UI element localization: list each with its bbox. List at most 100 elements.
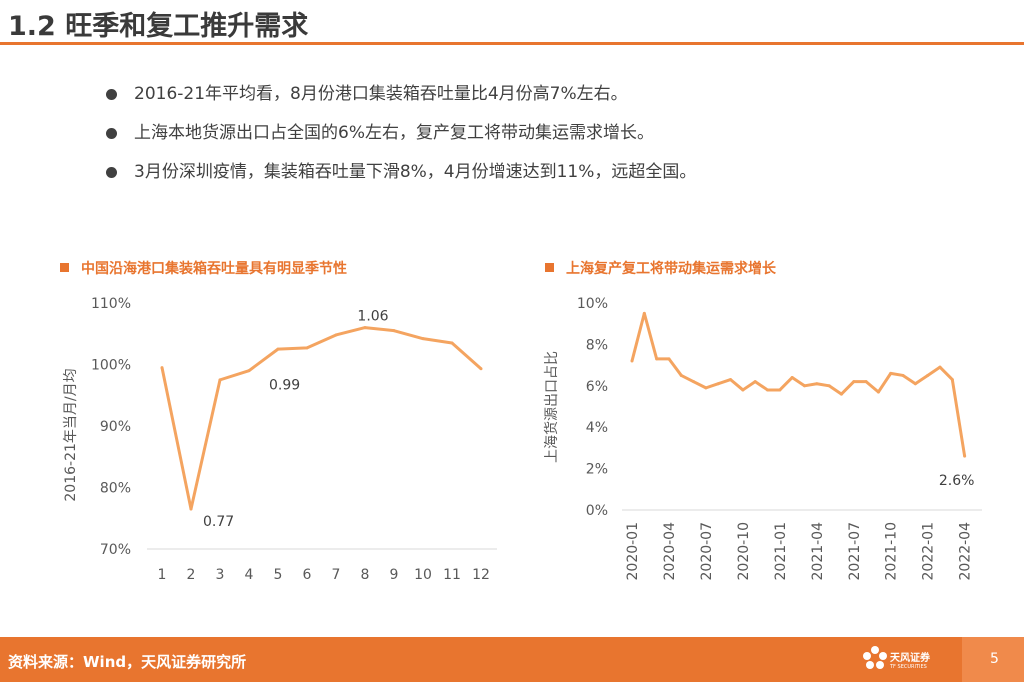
logo-subtitle: TF SECURITIES (890, 664, 927, 670)
chart2-y-tick-label: 6% (586, 379, 608, 395)
chart1-data-point (421, 337, 425, 341)
chart2-data-point (852, 380, 856, 384)
chart2-x-tick-label: 2021-01 (773, 522, 789, 581)
bullet-dot-icon (106, 128, 117, 139)
chart1-y-axis-title: 2016-21年当月/月均 (63, 368, 79, 501)
chart1-data-point (363, 326, 367, 330)
chart2-x-tick-label: 2022-01 (921, 522, 937, 581)
chart1-x-tick-label: 1 (158, 567, 167, 583)
chart2-heading: 上海复产复工将带动集运需求增长 (545, 258, 776, 278)
chart2-data-point (655, 357, 659, 361)
chart1-x-tick-label: 7 (332, 567, 341, 583)
bullet-item: 2016-21年平均看，8月份港口集装箱吞吐量比4月份高7%左右。 (106, 84, 696, 104)
chart1-x-tick-label: 5 (274, 567, 283, 583)
chart1-title: 中国沿海港口集装箱吞吐量具有明显季节性 (81, 261, 347, 277)
chart2-data-point (778, 388, 782, 392)
chart1-x-tick-label: 6 (303, 567, 312, 583)
chart2-data-point (753, 380, 757, 384)
chart1-data-point (334, 333, 338, 337)
page-number: 5 (990, 651, 999, 667)
chart2-data-point (642, 311, 646, 315)
chart1-x-tick-label: 9 (390, 567, 399, 583)
chart2-data-point (950, 378, 954, 382)
flower-logo-icon (863, 646, 887, 669)
chart2-data-point (766, 388, 770, 392)
chart1-data-label: 0.99 (269, 378, 300, 394)
chart2-y-tick-label: 2% (586, 462, 608, 478)
chart1-y-tick-label: 110% (91, 296, 131, 312)
chart1-data-point (479, 367, 483, 371)
chart2-data-label: 2.6% (939, 473, 975, 489)
bullet-list: 2016-21年平均看，8月份港口集装箱吞吐量比4月份高7%左右。 上海本地货源… (106, 84, 696, 201)
chart2-data-point (704, 386, 708, 390)
chart1-x-tick-label: 12 (472, 567, 490, 583)
bullet-dot-icon (106, 89, 117, 100)
chart2-y-tick-label: 0% (586, 503, 608, 519)
chart2-data-point (679, 373, 683, 377)
chart1-data-label: 0.77 (203, 514, 234, 530)
chart1-y-tick-label: 90% (100, 419, 131, 435)
company-logo: 天风证券 TF SECURITIES (862, 645, 942, 675)
chart2-x-tick-label: 2020-10 (736, 522, 752, 581)
chart2-y-tick-label: 4% (586, 420, 608, 436)
square-bullet-icon (60, 263, 69, 272)
bullet-item: 3月份深圳疫情，集装箱吞吐量下滑8%，4月份增速达到11%，远超全国。 (106, 162, 696, 182)
chart1-data-point (218, 378, 222, 382)
chart2-data-point (963, 454, 967, 458)
chart2-x-tick-label: 2020-07 (699, 522, 715, 581)
page-title: 1.2 旺季和复工推升需求 (8, 11, 309, 42)
chart2-title: 上海复产复工将带动集运需求增长 (566, 261, 776, 277)
chart2-y-axis-title: 上海货源出口占比 (543, 351, 560, 463)
chart2-y-tick-label: 10% (577, 296, 608, 312)
logo-name: 天风证券 (890, 653, 930, 664)
chart1-series-line (160, 326, 482, 511)
chart1-x-tick-label: 4 (245, 567, 254, 583)
chart2-data-point (913, 382, 917, 386)
chart2-data-point (802, 384, 806, 388)
chart2-data-point (839, 392, 843, 396)
chart1-data-point (160, 366, 164, 370)
chart1-data-point (392, 329, 396, 333)
chart2-data-point (876, 390, 880, 394)
chart2-data-point (741, 388, 745, 392)
chart2-data-point (938, 365, 942, 369)
chart2-data-point (667, 357, 671, 361)
chart1-x-tick-label: 3 (216, 567, 225, 583)
chart1-data-point (305, 346, 309, 350)
footer-bar: 资料来源：Wind，天风证券研究所 天风证券 TF SECURITIES 5 (0, 637, 1024, 682)
chart1-heading: 中国沿海港口集装箱吞吐量具有明显季节性 (60, 258, 347, 278)
chart2-x-tick-label: 2021-04 (810, 522, 826, 581)
chart1-y-tick-label: 100% (91, 358, 131, 374)
bullet-item: 上海本地货源出口占全国的6%左右，复产复工将带动集运需求增长。 (106, 123, 696, 143)
chart2-data-point (630, 359, 634, 363)
chart1-y-tick-label: 70% (100, 542, 131, 558)
chart2-x-tick-label: 2021-07 (847, 522, 863, 581)
chart2-x-tick-label: 2020-01 (625, 522, 641, 581)
chart2-shanghai-share: 0% 2% 4% 6% 8% 10% 2020-01 2020-04 2020-07 2020-1… (543, 296, 982, 581)
chart2-y-tick-label: 8% (586, 337, 608, 353)
chart2-data-point (864, 380, 868, 384)
source-note: 资料来源：Wind，天风证券研究所 (8, 653, 247, 671)
chart2-data-point (889, 371, 893, 375)
chart1-x-tick-label: 10 (414, 567, 432, 583)
chart2-data-point (827, 384, 831, 388)
bullet-dot-icon (106, 167, 117, 178)
chart2-data-point (926, 373, 930, 377)
chart2-x-tick-label: 2021-10 (884, 522, 900, 581)
chart1-data-point (247, 369, 251, 373)
chart2-data-point (729, 378, 733, 382)
chart1-data-point (450, 341, 454, 345)
chart1-data-label: 1.06 (357, 309, 388, 325)
chart1-x-tick-label: 2 (187, 567, 196, 583)
chart1-y-tick-label: 80% (100, 481, 131, 497)
chart1-seasonality: 70%80%90%100%110%1 2 3 4 5 6 7 8 9 10 11 122016-21年… (63, 296, 497, 583)
chart2-data-point (901, 373, 905, 377)
page-number-box (962, 637, 1024, 682)
chart1-x-tick-label: 11 (443, 567, 461, 583)
chart2-series-line (630, 311, 967, 457)
chart2-data-point (790, 376, 794, 380)
chart2-x-tick-label: 2020-04 (662, 522, 678, 581)
bullet-text: 3月份深圳疫情，集装箱吞吐量下滑8%，4月份增速达到11%，远超全国。 (134, 162, 697, 182)
square-bullet-icon (545, 263, 554, 272)
chart2-data-point (692, 380, 696, 384)
